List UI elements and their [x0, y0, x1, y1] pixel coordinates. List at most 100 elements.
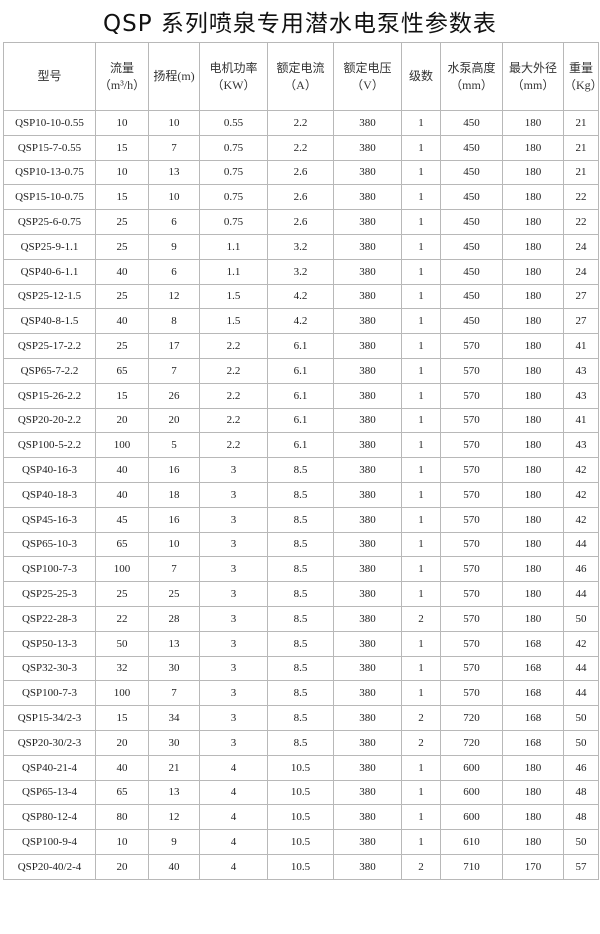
cell-head: 8: [148, 308, 200, 335]
cell-pump-height: 570: [440, 655, 503, 682]
cell-rated-current: 8.5: [267, 531, 334, 558]
header-rated-voltage: 额定电压 （V）: [333, 42, 402, 111]
cell-flow: 22: [95, 605, 149, 632]
cell-pump-height: 570: [440, 333, 503, 359]
cell-rated-current: 2.2: [267, 110, 334, 136]
cell-head: 10: [148, 110, 200, 136]
cell-head: 34: [148, 705, 200, 731]
cell-flow: 40: [95, 457, 149, 483]
cell-pump-height: 450: [440, 159, 503, 186]
cell-weight: 42: [563, 506, 599, 533]
cell-stages: 1: [401, 630, 441, 657]
cell-flow: 50: [95, 630, 149, 657]
header-unit: （mm）: [511, 77, 555, 92]
cell-rated-current: 6.1: [267, 432, 334, 459]
header-flow: 流量 （m³/h）: [95, 42, 149, 111]
cell-max-diameter: 180: [502, 481, 564, 508]
header-label: 扬程(m): [153, 69, 195, 83]
cell-motor-power: 3: [199, 556, 268, 583]
cell-stages: 1: [401, 655, 441, 682]
cell-stages: 1: [401, 581, 441, 607]
table-row: QSP25-12-1.5 25 12 1.5 4.2 380 1 450 180 27: [3, 283, 599, 310]
header-motor-power: 电机功率 （KW）: [199, 42, 268, 111]
cell-stages: 1: [401, 258, 441, 285]
cell-weight: 41: [563, 407, 599, 434]
cell-rated-current: 6.1: [267, 407, 334, 434]
table-row: QSP45-16-3 45 16 3 8.5 380 1 570 180 42: [3, 506, 599, 533]
table-row: QSP100-7-3 100 7 3 8.5 380 1 570 168 44: [3, 680, 599, 707]
cell-stages: 1: [401, 804, 441, 831]
cell-head: 16: [148, 506, 200, 533]
cell-motor-power: 2.2: [199, 357, 268, 384]
cell-head: 10: [148, 531, 200, 558]
cell-stages: 2: [401, 729, 441, 756]
table-row: QSP100-5-2.2 100 5 2.2 6.1 380 1 570 180 43: [3, 432, 599, 459]
cell-weight: 42: [563, 481, 599, 508]
cell-model: QSP15-10-0.75: [3, 184, 96, 211]
cell-pump-height: 720: [440, 729, 503, 756]
cell-rated-current: 4.2: [267, 308, 334, 335]
cell-rated-voltage: 380: [333, 258, 402, 285]
cell-weight: 43: [563, 432, 599, 459]
header-label: 电机功率: [209, 60, 258, 75]
cell-model: QSP40-18-3: [3, 481, 96, 508]
cell-flow: 80: [95, 804, 149, 831]
cell-weight: 44: [563, 680, 599, 707]
cell-rated-current: 2.2: [267, 134, 334, 161]
cell-weight: 44: [563, 581, 599, 607]
cell-head: 12: [148, 283, 200, 310]
cell-pump-height: 570: [440, 357, 503, 384]
cell-model: QSP80-12-4: [3, 804, 96, 831]
table-row: QSP15-7-0.55 15 7 0.75 2.2 380 1 450 180 21: [3, 134, 599, 161]
cell-stages: 1: [401, 829, 441, 855]
cell-rated-current: 8.5: [267, 655, 334, 682]
cell-head: 7: [148, 134, 200, 161]
cell-head: 20: [148, 407, 200, 434]
cell-head: 21: [148, 754, 200, 781]
cell-pump-height: 450: [440, 134, 503, 161]
cell-head: 26: [148, 382, 200, 409]
page-title: QSP 系列喷泉专用潜水电泵性参数表: [103, 11, 497, 37]
cell-model: QSP15-7-0.55: [3, 134, 96, 161]
cell-stages: 1: [401, 333, 441, 359]
cell-rated-voltage: 380: [333, 581, 402, 607]
cell-stages: 1: [401, 779, 441, 806]
cell-motor-power: 3: [199, 729, 268, 756]
cell-pump-height: 570: [440, 457, 503, 483]
cell-pump-height: 570: [440, 605, 503, 632]
cell-motor-power: 3: [199, 506, 268, 533]
cell-rated-voltage: 380: [333, 556, 402, 583]
cell-pump-height: 450: [440, 258, 503, 285]
cell-stages: 2: [401, 853, 441, 880]
cell-motor-power: 0.75: [199, 159, 268, 186]
cell-head: 16: [148, 457, 200, 483]
cell-head: 7: [148, 680, 200, 707]
header-label: 最大外径: [508, 60, 557, 75]
cell-motor-power: 4: [199, 829, 268, 855]
cell-pump-height: 570: [440, 581, 503, 607]
cell-stages: 1: [401, 184, 441, 211]
cell-pump-height: 570: [440, 481, 503, 508]
cell-pump-height: 720: [440, 705, 503, 731]
cell-max-diameter: 168: [502, 705, 564, 731]
header-stages: 级数: [401, 42, 441, 111]
cell-motor-power: 3: [199, 630, 268, 657]
cell-max-diameter: 180: [502, 804, 564, 831]
cell-head: 5: [148, 432, 200, 459]
cell-rated-current: 4.2: [267, 283, 334, 310]
cell-head: 30: [148, 729, 200, 756]
header-pump-height: 水泵高度 （mm）: [440, 42, 503, 111]
table-header-row: 型号 流量 （m³/h） 扬程(m) 电机功率 （KW） 额定电流 （A） 额定电压 （V） 级数水…: [3, 42, 599, 111]
table-row: QSP80-12-4 80 12 4 10.5 380 1 600 180 48: [3, 804, 599, 831]
header-label: 水泵高度: [447, 60, 496, 75]
cell-max-diameter: 180: [502, 283, 564, 310]
cell-rated-voltage: 380: [333, 655, 402, 682]
cell-weight: 44: [563, 655, 599, 682]
cell-rated-voltage: 380: [333, 407, 402, 434]
table-row: QSP25-25-3 25 25 3 8.5 380 1 570 180 44: [3, 581, 599, 607]
cell-flow: 25: [95, 581, 149, 607]
cell-motor-power: 2.2: [199, 333, 268, 359]
cell-weight: 27: [563, 308, 599, 335]
cell-rated-current: 8.5: [267, 605, 334, 632]
cell-model: QSP15-26-2.2: [3, 382, 96, 409]
